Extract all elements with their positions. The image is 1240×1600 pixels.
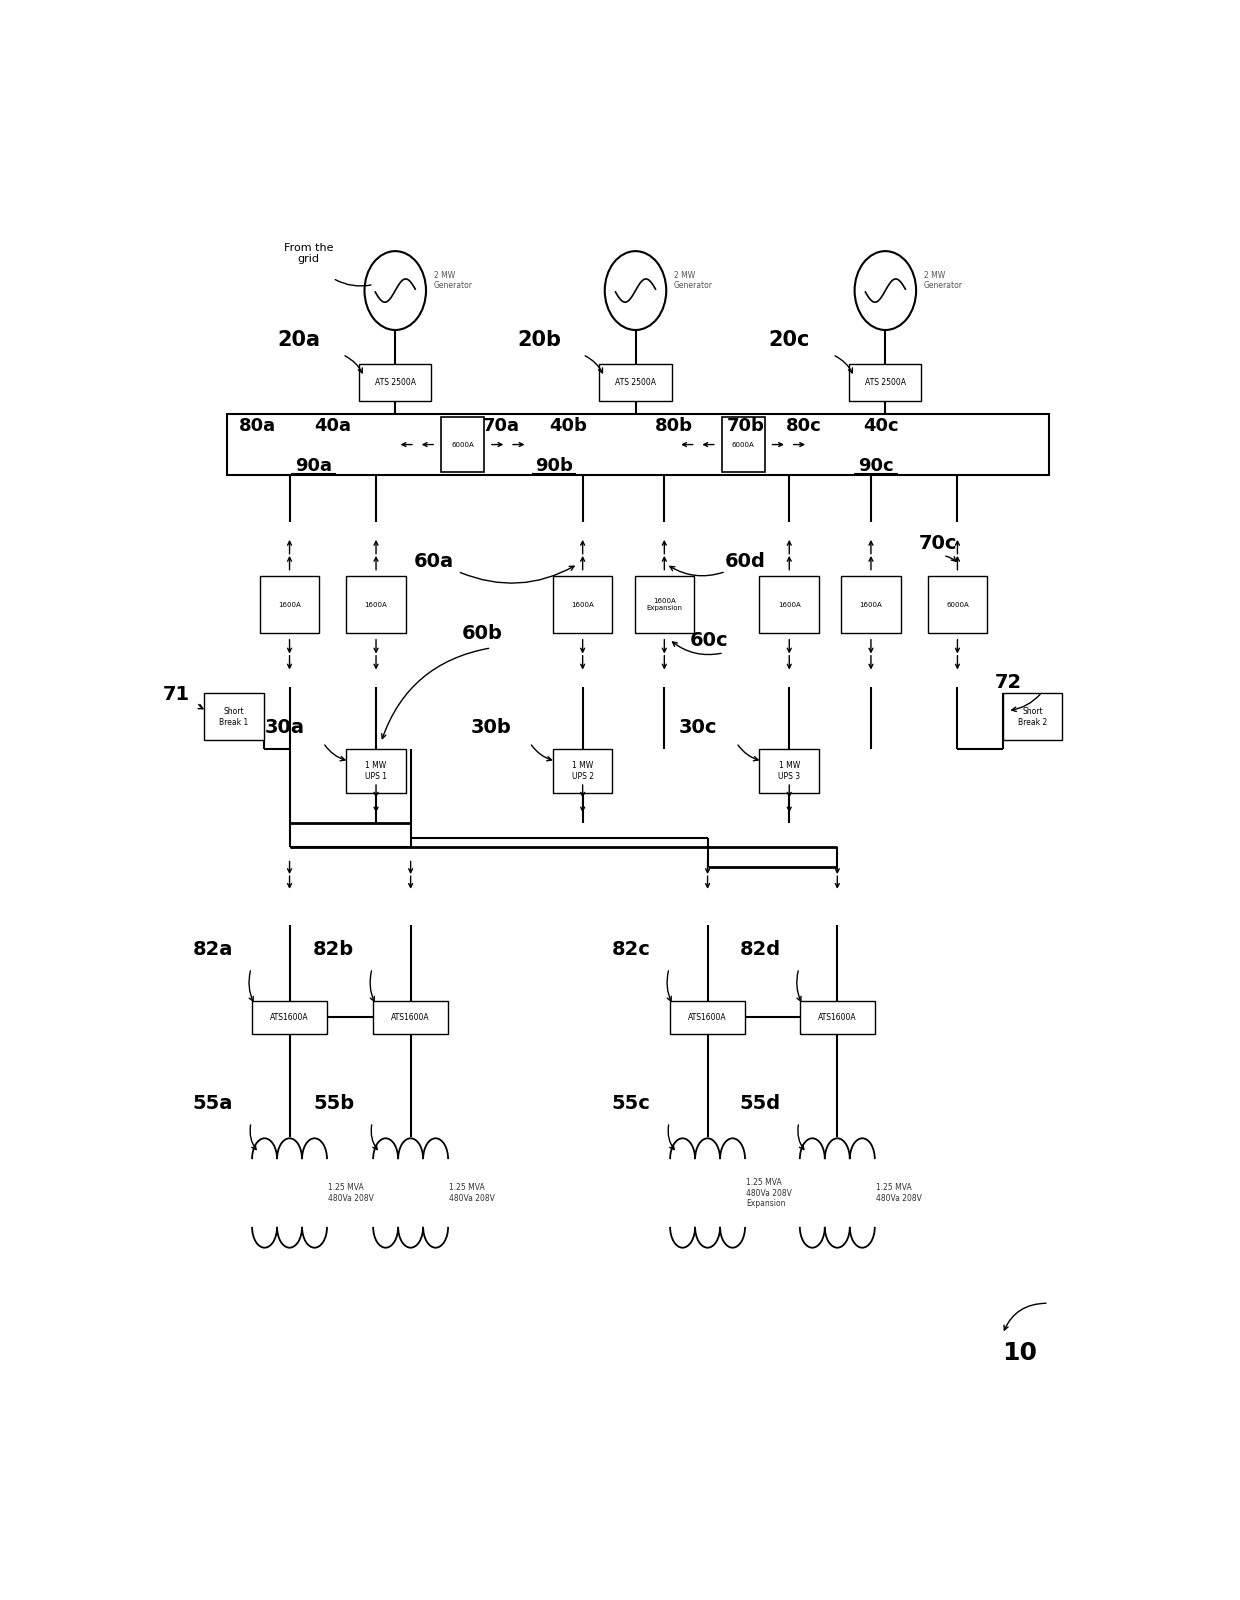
Text: 40b: 40b — [549, 418, 588, 435]
Bar — [553, 749, 613, 794]
Text: 71: 71 — [162, 685, 190, 704]
Text: 30a: 30a — [264, 718, 305, 738]
Text: 60b: 60b — [461, 624, 502, 643]
Bar — [635, 576, 694, 634]
Text: 2 MW
Generator: 2 MW Generator — [675, 270, 713, 291]
Bar — [800, 1002, 874, 1034]
Text: 1600A: 1600A — [572, 602, 594, 608]
Bar — [441, 418, 484, 472]
Text: 55d: 55d — [740, 1094, 781, 1114]
Text: 30b: 30b — [471, 718, 512, 738]
Text: 1.25 MVA
480Va 208V
Expansion: 1.25 MVA 480Va 208V Expansion — [746, 1178, 792, 1208]
Text: 1.25 MVA
480Va 208V: 1.25 MVA 480Va 208V — [449, 1184, 495, 1203]
Bar — [346, 749, 405, 794]
Text: 90b: 90b — [534, 456, 573, 475]
Bar — [928, 576, 987, 634]
Text: 30c: 30c — [678, 718, 717, 738]
Text: 20c: 20c — [769, 330, 810, 350]
Text: 1.25 MVA
480Va 208V: 1.25 MVA 480Va 208V — [875, 1184, 921, 1203]
Text: 55c: 55c — [611, 1094, 650, 1114]
Bar — [759, 749, 820, 794]
Bar — [1003, 693, 1063, 741]
Text: 20a: 20a — [278, 330, 321, 350]
Text: ATS 2500A: ATS 2500A — [864, 379, 906, 387]
Text: 1600A: 1600A — [777, 602, 801, 608]
Text: 60c: 60c — [691, 630, 729, 650]
Text: 10: 10 — [1002, 1341, 1038, 1365]
Text: ATS 2500A: ATS 2500A — [615, 379, 656, 387]
Text: From the
grid: From the grid — [284, 243, 334, 264]
Bar — [227, 414, 1049, 475]
Text: Short
Break 2: Short Break 2 — [1018, 707, 1047, 726]
Bar — [759, 576, 820, 634]
Text: 82d: 82d — [740, 941, 781, 958]
Text: 6000A: 6000A — [732, 442, 754, 448]
Text: 70b: 70b — [727, 418, 765, 435]
Bar — [252, 1002, 327, 1034]
Text: 90a: 90a — [295, 456, 332, 475]
Text: ATS1600A: ATS1600A — [270, 1013, 309, 1022]
Bar — [841, 576, 900, 634]
Text: 6000A: 6000A — [451, 442, 474, 448]
Text: 1600A: 1600A — [859, 602, 883, 608]
Text: 1600A: 1600A — [365, 602, 387, 608]
Bar — [599, 365, 672, 402]
Text: 1600A: 1600A — [278, 602, 301, 608]
Text: 55b: 55b — [314, 1094, 355, 1114]
Text: 82c: 82c — [611, 941, 650, 958]
Text: 1 MW
UPS 2: 1 MW UPS 2 — [572, 762, 594, 781]
Bar — [346, 576, 405, 634]
Text: ATS1600A: ATS1600A — [688, 1013, 727, 1022]
Text: 6000A: 6000A — [946, 602, 968, 608]
Bar — [259, 576, 320, 634]
Text: 1.25 MVA
480Va 208V: 1.25 MVA 480Va 208V — [327, 1184, 373, 1203]
Text: 2 MW
Generator: 2 MW Generator — [434, 270, 472, 291]
Text: 20b: 20b — [517, 330, 562, 350]
Text: 2 MW
Generator: 2 MW Generator — [924, 270, 962, 291]
Text: 80a: 80a — [239, 418, 277, 435]
Bar — [373, 1002, 448, 1034]
Text: 72: 72 — [994, 674, 1022, 691]
Text: 55a: 55a — [192, 1094, 233, 1114]
Text: 80c: 80c — [786, 418, 822, 435]
Bar — [722, 418, 765, 472]
Text: 60d: 60d — [724, 552, 765, 571]
Text: 80b: 80b — [655, 418, 693, 435]
Text: 40a: 40a — [314, 418, 351, 435]
Text: Short
Break 1: Short Break 1 — [219, 707, 248, 726]
Text: 1600A
Expansion: 1600A Expansion — [646, 598, 682, 611]
Text: 82b: 82b — [314, 941, 355, 958]
Text: 60a: 60a — [414, 552, 454, 571]
Bar — [205, 693, 264, 741]
Text: 90c: 90c — [858, 456, 894, 475]
Bar — [360, 365, 432, 402]
Text: ATS 2500A: ATS 2500A — [374, 379, 415, 387]
Text: 1 MW
UPS 1: 1 MW UPS 1 — [365, 762, 387, 781]
Bar — [553, 576, 613, 634]
Text: ATS1600A: ATS1600A — [392, 1013, 430, 1022]
Text: 82a: 82a — [192, 941, 233, 958]
Text: ATS1600A: ATS1600A — [818, 1013, 857, 1022]
Text: 70a: 70a — [482, 418, 520, 435]
Bar — [670, 1002, 745, 1034]
Text: 1 MW
UPS 3: 1 MW UPS 3 — [779, 762, 800, 781]
Text: 40c: 40c — [863, 418, 898, 435]
Text: 70c: 70c — [919, 534, 957, 552]
Bar — [849, 365, 921, 402]
